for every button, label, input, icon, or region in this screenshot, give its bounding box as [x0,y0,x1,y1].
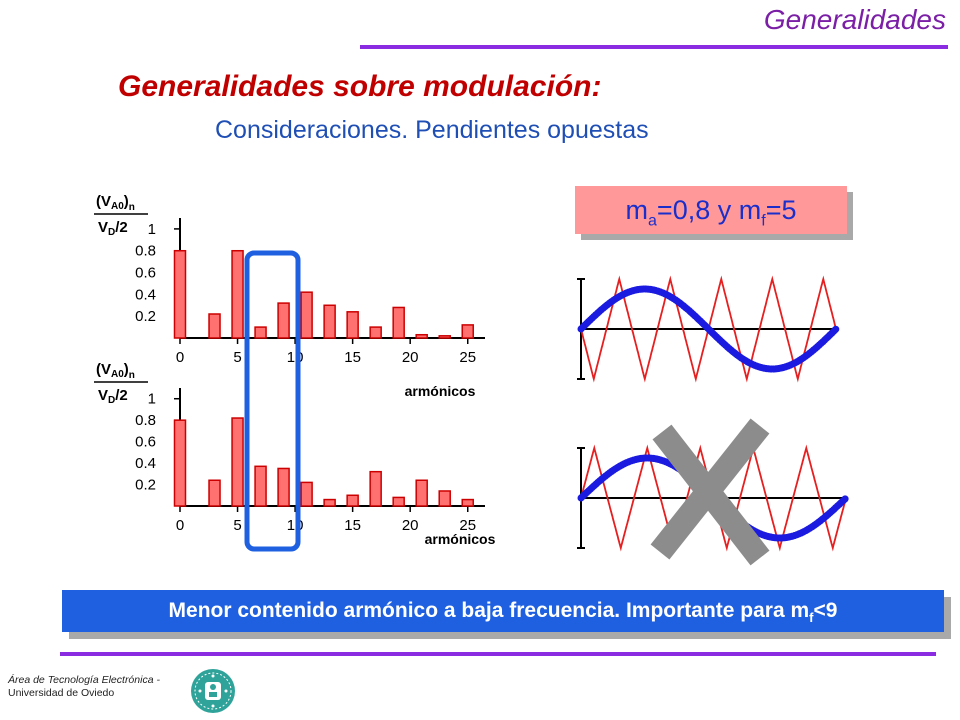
bar [208,313,221,339]
y-label-denominator: VD/2 [98,219,128,238]
y-tick-label: 1 [148,221,156,238]
bar [346,494,359,507]
y-tick-label: 0.8 [135,412,156,429]
bar [461,498,474,507]
x-tick-label: 25 [459,517,476,534]
bar [461,324,474,339]
bar [300,291,313,339]
parameter-box: ma=0,8 y mf=5 [575,186,847,234]
bar [323,498,336,507]
highlight-frame [244,250,301,552]
footer-line-1: Área de Tecnología Electrónica - [8,674,160,686]
ma-value: =0,8 y [656,195,739,225]
x-tick-label: 25 [459,349,476,366]
bar [415,333,428,339]
mf-subscript: f [761,212,766,230]
bar [369,326,382,339]
bar [254,465,267,507]
x-tick-label: 0 [176,517,184,534]
x-tick-label: 20 [402,349,419,366]
y-tick-label: 1 [148,391,156,408]
x-axis-label: armónicos [425,531,496,547]
bar [173,249,187,339]
mf-symbol: m [738,195,762,225]
bar-chart-1: 0.20.40.60.810 5 10 15 20 25(VA0)nVD/2 [94,193,485,366]
y-label-numerator: (VA0)n [96,361,135,381]
y-label-denominator: VD/2 [98,387,128,406]
bar [208,479,221,507]
x-tick-label: 5 [233,517,241,534]
bar [369,470,382,507]
bar [323,304,336,339]
cross-icon [650,418,770,566]
subtitle: Consideraciones. Pendientes opuestas [215,116,649,144]
ma-subscript: a [648,212,657,230]
bar [231,249,244,339]
header-title: Generalidades [763,4,946,35]
y-axis-label: (VA0)n VD/2 [94,193,148,238]
ma-symbol: m [625,195,649,225]
mf-value: =5 [765,195,797,225]
x-tick-label: 0 [176,349,184,366]
y-tick-label: 0.6 [135,265,156,282]
conclusion-box: Menor contenido armónico a baja frecuenc… [62,590,944,632]
footer-credit: Área de Tecnología Electrónica - Univers… [8,674,160,700]
x-tick-label: 20 [402,517,419,534]
bar [173,419,187,507]
bar [438,335,451,339]
x-tick-label: 5 [233,349,241,366]
university-logo [191,669,235,713]
y-tick-label: 0.4 [135,455,156,472]
x-axis-label-top: armónicos [405,383,476,399]
bar [392,306,405,339]
cross-stroke-2 [650,418,770,560]
conclusion-text: Menor contenido armónico a baja frecuenc… [168,599,810,622]
bar [415,479,428,507]
bar [438,490,451,507]
y-tick-label: 0.6 [135,434,156,451]
x-tick-label: 15 [344,517,361,534]
y-tick-label: 0.2 [135,477,156,494]
bar [392,496,405,507]
x-tick-label: 15 [344,349,361,366]
bottom-rule [60,652,936,656]
y-label-numerator: (VA0)n [96,193,135,213]
footer-line-2: Universidad de Oviedo [8,687,115,699]
bar [231,417,244,507]
waveform-top [577,275,840,383]
y-tick-label: 0.2 [135,308,156,325]
conclusion-subscript: f [809,610,814,626]
y-axis-label: (VA0)n VD/2 [94,361,148,406]
sine-modulator [577,285,840,373]
bar [254,326,267,339]
bar [346,311,359,339]
y-tick-label: 0.4 [135,286,156,303]
y-tick-label: 0.8 [135,243,156,260]
bar [277,302,290,339]
main-title: Generalidades sobre modulación: [118,70,602,103]
conclusion-tail: <9 [813,599,838,622]
bar [277,467,290,507]
top-rule [360,45,948,49]
bar [300,481,313,507]
